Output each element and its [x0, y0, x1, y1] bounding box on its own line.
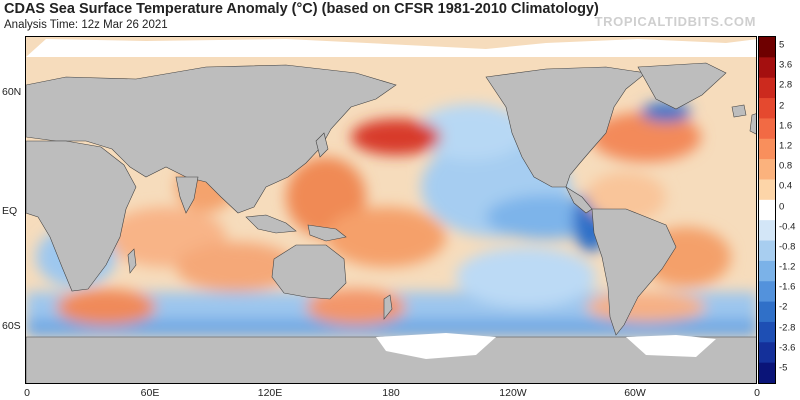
- colorbar-swatch: [759, 37, 775, 58]
- colorbar-swatch: [759, 240, 775, 262]
- colorbar-tick-label: 1.2: [779, 140, 793, 152]
- brand-watermark: TROPICALTIDBITS.COM: [594, 14, 756, 29]
- colorbar-tick-label: 3.6: [779, 59, 793, 71]
- colorbar-swatch: [759, 138, 775, 160]
- colorbar-swatch: [759, 220, 775, 242]
- colorbar-swatch: [759, 179, 775, 201]
- colorbar-tick-label: 0.4: [779, 180, 793, 192]
- lon-label-0: 0: [24, 387, 30, 399]
- analysis-time: Analysis Time: 12z Mar 26 2021: [4, 19, 168, 31]
- colorbar-swatch: [759, 321, 775, 343]
- lon-label-60w: 60W: [624, 387, 646, 399]
- colorbar-swatch: [759, 260, 775, 282]
- colorbar-tick-label: -0.4: [779, 221, 796, 233]
- colorbar-tick-label: 1.6: [779, 120, 793, 132]
- land-masses: [26, 62, 756, 383]
- lat-label-60n: 60N: [2, 86, 22, 98]
- colorbar-tick-label: -3.6: [779, 342, 796, 354]
- colorbar-tick-label: 0: [779, 201, 785, 212]
- colorbar-swatch: [759, 98, 775, 119]
- lon-label-180: 180: [382, 387, 400, 399]
- lon-label-120e: 120E: [257, 387, 283, 399]
- lat-label-eq: EQ: [2, 205, 18, 217]
- colorbar-tick-label: 5: [779, 39, 785, 51]
- map-title: CDAS Sea Surface Temperature Anomaly (°C…: [4, 1, 599, 17]
- colorbar-tick-label: 0.8: [779, 160, 793, 172]
- colorbar-swatch: [759, 281, 775, 303]
- colorbar-tick-label: -2: [779, 301, 788, 313]
- colorbar-swatch: [759, 301, 775, 323]
- lat-label-60s: 60S: [2, 320, 21, 332]
- colorbar-tick-label: -0.8: [779, 241, 796, 253]
- colorbar-swatch: [759, 57, 775, 79]
- sst-anomaly-map: [25, 36, 757, 384]
- colorbar-tick-label: 2.8: [779, 79, 793, 91]
- colorbar-swatches: [759, 37, 775, 383]
- colorbar-swatch: [759, 362, 775, 383]
- map-canvas: [26, 37, 756, 383]
- colorbar-swatch: [759, 77, 775, 99]
- colorbar-swatch: [759, 159, 775, 180]
- colorbar-swatch: [759, 342, 775, 364]
- colorbar-swatch: [759, 118, 775, 140]
- lon-label-60e: 60E: [140, 387, 160, 399]
- sea-ice: [26, 39, 756, 359]
- colorbar-tick-label: 2: [779, 100, 785, 112]
- colorbar-tick-label: -2.8: [779, 322, 796, 334]
- colorbar-tick-label: -1.6: [779, 281, 796, 293]
- colorbar-swatch: [759, 199, 775, 221]
- colorbar: [758, 36, 776, 384]
- colorbar-tick-label: -1.2: [779, 261, 796, 273]
- colorbar-tick-label: -5: [779, 362, 788, 374]
- lon-label-0-east: 0: [754, 387, 760, 399]
- lon-label-120w: 120W: [499, 387, 527, 399]
